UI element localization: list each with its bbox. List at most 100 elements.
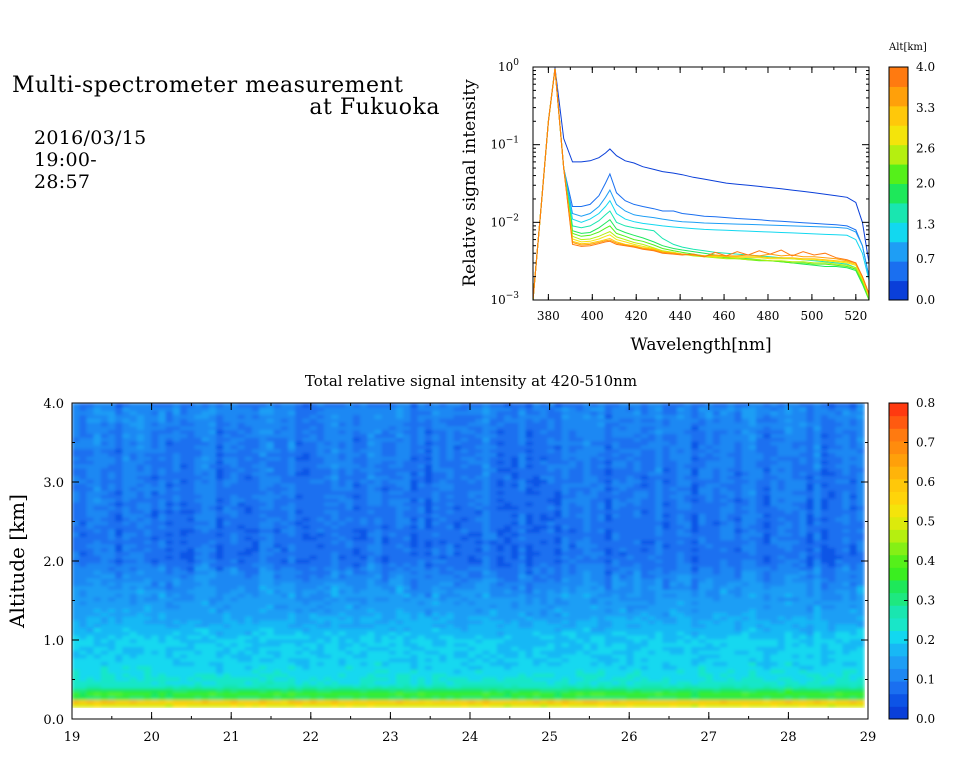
heatmap-cell: [324, 494, 332, 499]
heatmap-cell: [475, 498, 484, 503]
heatmap-cell: [187, 574, 195, 579]
heatmap-cell: [403, 410, 412, 415]
heatmap-cell: [165, 695, 174, 701]
heatmap-cell: [86, 657, 95, 663]
heatmap-cell: [122, 638, 131, 644]
heatmap-cell: [259, 490, 267, 495]
heatmap-cell: [403, 615, 412, 621]
heatmap-cell: [223, 631, 231, 636]
heatmap-cell: [374, 471, 383, 476]
heatmap-cell: [151, 653, 159, 659]
heatmap-cell: [187, 517, 195, 522]
heatmap-cell: [468, 615, 476, 621]
heatmap-cell: [259, 676, 267, 682]
heatmap-cell: [295, 688, 304, 693]
heatmap-cell: [86, 619, 95, 625]
heatmap-cell: [115, 566, 123, 571]
heatmap-cell: [216, 490, 224, 495]
heatmap-cell: [72, 441, 80, 446]
heatmap-cell: [460, 482, 469, 488]
heatmap-cell: [432, 513, 440, 518]
heatmap-cell: [338, 471, 347, 476]
heatmap-cell: [439, 536, 448, 541]
heatmap-cell: [432, 444, 440, 450]
heatmap-cell: [302, 524, 311, 530]
heatmap-cell: [108, 615, 116, 621]
heatmap-cell: [108, 631, 116, 636]
heatmap-cell: [424, 403, 433, 408]
heatmap-cell: [144, 425, 152, 431]
heatmap-cell: [216, 422, 224, 427]
heatmap-cell: [273, 479, 282, 484]
heatmap-cell: [338, 517, 347, 522]
heatmap-cell: [86, 665, 95, 670]
heatmap-cell: [410, 665, 419, 670]
heatmap-cell: [72, 672, 80, 678]
heatmap-cell: [129, 555, 138, 560]
heatmap-cell: [345, 695, 354, 701]
heatmap-cell: [482, 703, 491, 708]
heatmap-cell: [374, 433, 383, 438]
heatmap-cell: [230, 695, 239, 701]
heatmap-cell: [446, 551, 455, 556]
heatmap-cell: [172, 494, 181, 499]
heatmap-cell: [432, 520, 440, 526]
heatmap-cell: [496, 513, 505, 518]
heatmap-cell: [489, 456, 498, 461]
heatmap-cell: [482, 536, 491, 541]
heatmap-cell: [151, 691, 159, 697]
heatmap-cell: [230, 520, 239, 526]
heatmap-cell: [144, 406, 152, 412]
heatmap-cell: [129, 615, 138, 621]
heatmap-cell: [453, 634, 462, 640]
heatmap-cell: [446, 536, 455, 541]
heatmap-cell: [187, 570, 195, 575]
heatmap-cell: [374, 513, 383, 518]
heatmap-cell: [446, 558, 455, 564]
heatmap-cell: [93, 680, 102, 685]
heatmap-cell: [259, 410, 267, 415]
heatmap-cell: [496, 623, 505, 628]
heatmap-cell: [266, 437, 275, 442]
heatmap-cell: [129, 418, 138, 423]
heatmap-cell: [223, 551, 231, 556]
heatmap-cell: [230, 650, 239, 655]
heatmap-cell: [144, 646, 152, 651]
heatmap-cell: [417, 638, 426, 644]
heatmap-cell: [403, 604, 412, 609]
heatmap-cell: [273, 703, 282, 708]
heatmap-cell: [489, 653, 498, 659]
heatmap-cell: [489, 463, 498, 469]
heatmap-cell: [324, 539, 332, 545]
heatmap-cell: [331, 520, 340, 526]
heatmap-cell: [144, 672, 152, 678]
heatmap-cell: [367, 528, 376, 533]
heatmap-cell: [165, 577, 174, 583]
heatmap-cell: [295, 505, 304, 511]
heatmap-cell: [475, 650, 484, 655]
heatmap-cell: [115, 444, 123, 450]
heatmap-cell: [367, 494, 376, 499]
heatmap-cell: [252, 688, 260, 693]
heatmap-cell: [324, 661, 332, 666]
heatmap-cell: [417, 456, 426, 461]
heatmap-cell: [208, 684, 217, 689]
heatmap-cell: [100, 536, 109, 541]
heatmap-cell: [86, 437, 95, 442]
heatmap-cell: [194, 577, 203, 583]
heatmap-cell: [338, 589, 347, 594]
heatmap-cell: [489, 444, 498, 450]
heatmap-cell: [367, 444, 376, 450]
heatmap-cell: [324, 589, 332, 594]
heatmap-cell: [86, 684, 95, 689]
heatmap-cell: [288, 596, 296, 602]
heatmap-cell: [280, 604, 289, 609]
heatmap-cell: [136, 653, 145, 659]
heatmap-cell: [172, 490, 181, 495]
heatmap-cell: [165, 517, 174, 522]
heatmap-cell: [316, 547, 325, 552]
heatmap-cell: [468, 528, 476, 533]
heatmap-cell: [172, 672, 181, 678]
heatmap-cell: [324, 600, 332, 606]
heatmap-cell: [403, 631, 412, 636]
